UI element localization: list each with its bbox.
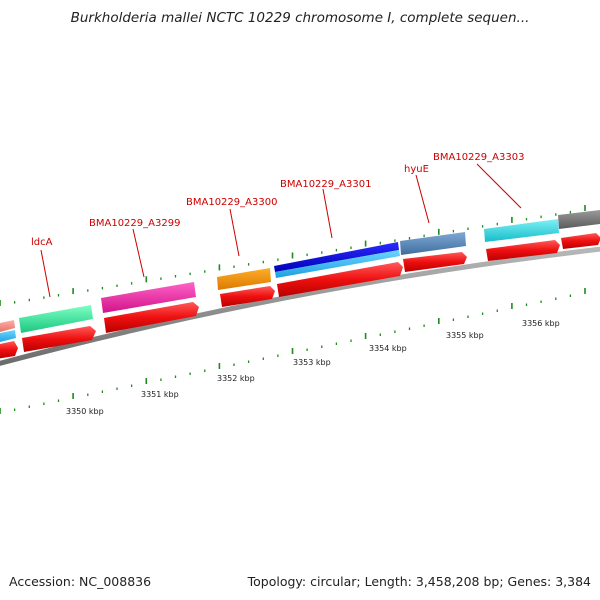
gene-label[interactable]: ldcA [31,237,53,248]
scale-label: 3352 kbp [217,374,255,383]
gene-block-A3300 [217,268,271,290]
scale-label: 3353 kbp [293,358,331,367]
leader-line-A3301 [322,188,333,239]
accession-text: Accession: NC_008836 [9,574,152,589]
scale-label: 3351 kbp [141,390,179,399]
label-leader-lines [40,163,522,298]
cds-arrow [561,233,600,249]
gene-label[interactable]: BMA10229_A3299 [89,218,180,229]
scale-labels: 3350 kbp 3351 kbp 3352 kbp 3353 kbp 3354… [66,319,560,416]
scale-label: 3355 kbp [446,331,484,340]
gene-block-salmon [0,320,15,332]
leader-line-A3299 [132,228,145,278]
gene-label[interactable]: hyuE [404,164,429,175]
upper-tick-row [0,205,586,306]
cds-arrow [220,286,275,307]
leader-line-hyuE [415,174,430,224]
gene-block-A3303 [484,219,559,242]
leader-line-ldcA [40,249,51,298]
gene-labels: ldcA BMA10229_A3299 BMA10229_A3300 BMA10… [31,152,524,248]
cds-arrow [22,326,96,352]
scale-label: 3350 kbp [66,407,104,416]
gene-label[interactable]: BMA10229_A3303 [433,152,524,163]
cds-arrow [0,341,18,359]
leader-line-A3303 [476,163,522,209]
map-title: Burkholderia mallei NCTC 10229 chromosom… [70,10,530,26]
scale-label: 3354 kbp [369,344,407,353]
gene-block-sky-left [0,330,16,342]
genome-stats-text: Topology: circular; Length: 3,458,208 bp… [247,574,591,589]
scale-label: 3356 kbp [522,319,560,328]
scale-tick-row [0,288,586,414]
gene-block-hyuE [400,232,466,255]
gene-track [0,210,600,342]
gene-block-A3301 [274,242,399,272]
cds-arrow-track [0,233,600,359]
gene-block-gray [558,210,600,229]
cds-arrow [104,302,199,333]
leader-line-A3300 [229,208,240,257]
cds-arrow [486,240,560,261]
gene-block-ldcA [19,305,93,333]
gene-block-A3301-lower [275,250,400,278]
cds-arrow [403,252,467,272]
genome-backbone [0,246,600,366]
gene-label[interactable]: BMA10229_A3300 [186,197,277,208]
gene-label[interactable]: BMA10229_A3301 [280,179,371,190]
gene-block-A3299 [101,282,196,313]
cds-arrow [277,262,403,297]
